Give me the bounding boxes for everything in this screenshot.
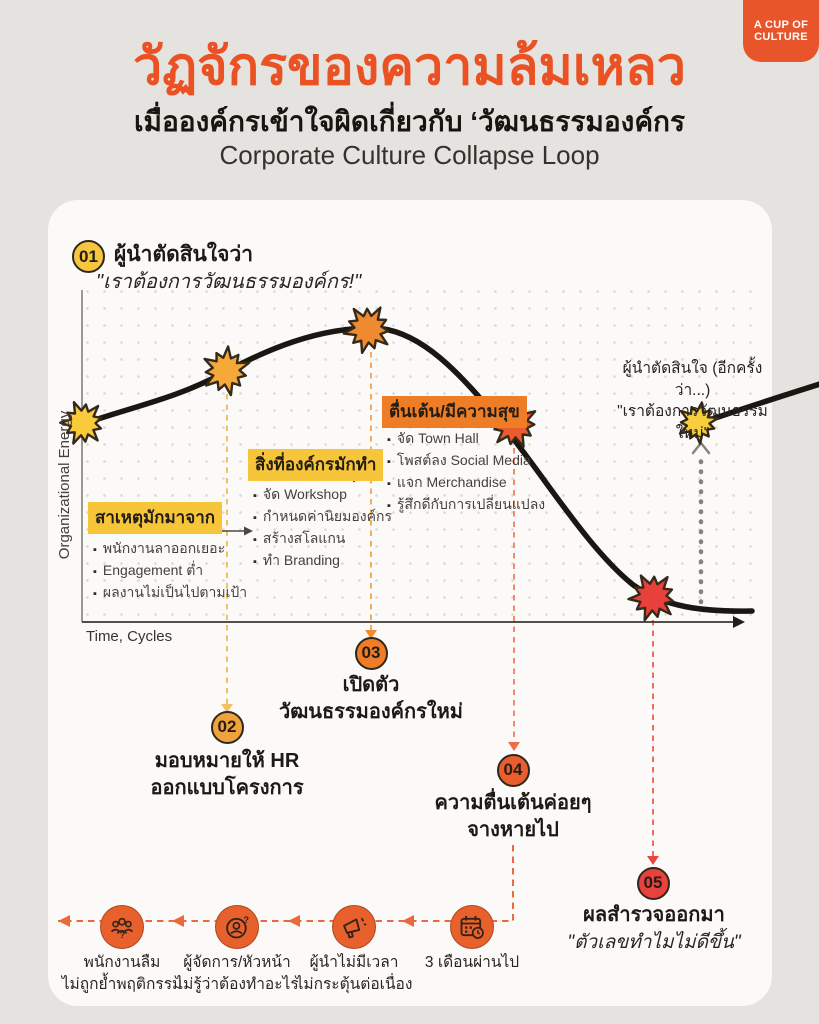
chain-label-3-months: 3 เดือนผ่านไป — [424, 954, 520, 971]
list-item: แจก Merchandise — [387, 472, 545, 494]
list-item: รู้สึกดีกับการเปลี่ยนแปลง — [387, 494, 545, 516]
step-05-line1: ผลสำรวจออกมา — [583, 904, 725, 926]
list-item: สร้างสโลแกน — [253, 528, 392, 550]
megaphone-icon — [343, 917, 367, 939]
svg-text:?: ? — [243, 915, 249, 925]
list-item: ผลงานไม่เป็นไปตามเป้า — [93, 582, 247, 604]
step-02-line1: มอบหมายให้ HR — [154, 750, 300, 772]
step-02-text: มอบหมายให้ HR ออกแบบโครงการ — [117, 748, 337, 802]
person-question-icon: ? — [226, 915, 249, 939]
step-02-badge: 02 — [210, 710, 244, 744]
chain-label-employees-forget: พนักงานลืม ไม่ถูกย้ำพฤติกรรม — [61, 954, 183, 993]
brand-logo-line1: A CUP OF — [753, 19, 809, 31]
chain-label-leader-no-time: ผู้นำไม่มีเวลา ไม่กระตุ้นต่อเนื่อง — [295, 954, 413, 993]
step-05-text: ผลสำรวจออกมา "ตัวเลขทำไมไม่ดีขึ้น" — [539, 902, 769, 956]
list-item: จัด Workshop — [253, 484, 392, 506]
page-title: วัฏจักรของความล้มเหลว — [133, 38, 686, 96]
step-04-line2: จางหายไป — [467, 819, 559, 841]
step-04-line1: ความตื่นเต้นค่อยๆ — [434, 792, 592, 814]
callout-excitement: ตื่นเต้น/มีความสุข — [382, 396, 527, 428]
step-02-line2: ออกแบบโครงการ — [150, 777, 304, 799]
y-axis-label: Organizational Energy — [56, 410, 73, 560]
callout-excitement-list: จัด Town Hall โพสต์ลง Social Media แจก M… — [387, 428, 545, 516]
step-03-line1: เปิดตัว — [342, 674, 400, 696]
step-03-text: เปิดตัว วัฒนธรรมองค์กรใหม่ — [261, 672, 481, 726]
x-axis-label: Time, Cycles — [86, 628, 173, 645]
chain-node-employees-forget: ? — [100, 905, 144, 949]
callout-org-actions-label: สิ่งที่องค์กรมักทำ — [248, 449, 384, 481]
callout-excitement-label: ตื่นเต้น/มีความสุข — [382, 396, 527, 428]
list-item: กำหนดค่านิยมองค์กร — [253, 506, 392, 528]
callout-org-actions-list: จัด Workshop กำหนดค่านิยมองค์กร สร้างสโล… — [253, 484, 392, 572]
brand-logo-line2: CULTURE — [754, 31, 808, 43]
chain-node-managers-lost: ? — [215, 905, 259, 949]
brand-logo: A CUP OF CULTURE — [743, 0, 819, 62]
step-01-badge: 01 — [72, 240, 105, 273]
restart-note: ผู้นำตัดสินใจ (อีกครั้งว่า...) "เราต้องก… — [605, 358, 780, 444]
list-item: Engagement ต่ำ — [93, 560, 247, 582]
people-group-icon: ? — [110, 917, 134, 940]
restart-note-line1: ผู้นำตัดสินใจ (อีกครั้งว่า...) — [622, 360, 763, 399]
step-03-line2: วัฒนธรรมองค์กรใหม่ — [279, 701, 463, 723]
callout-causes-list: พนักงานลาออกเยอะ Engagement ต่ำ ผลงานไม่… — [93, 538, 247, 604]
step-04-badge: 04 — [496, 753, 530, 787]
calendar-clock-icon — [460, 915, 484, 939]
chain-node-leader-no-time — [332, 905, 376, 949]
svg-text:?: ? — [120, 930, 125, 940]
callout-org-actions: สิ่งที่องค์กรมักทำ — [248, 449, 384, 481]
step-03-badge: 03 — [354, 636, 388, 670]
step-05-quote: "ตัวเลขทำไมไม่ดีขึ้น" — [567, 932, 741, 953]
list-item: จัด Town Hall — [387, 428, 545, 450]
step-04-text: ความตื่นเต้นค่อยๆ จางหายไป — [403, 790, 623, 844]
page-subtitle-english: Corporate Culture Collapse Loop — [219, 140, 600, 170]
step-01-title: ผู้นำตัดสินใจว่า — [114, 243, 254, 266]
list-item: โพสต์ลง Social Media — [387, 450, 545, 472]
list-item: ทำ Branding — [253, 550, 392, 572]
step-05-badge: 05 — [636, 866, 670, 900]
callout-causes-label: สาเหตุมักมาจาก — [88, 502, 223, 534]
chain-node-3-months — [450, 905, 494, 949]
callout-causes: สาเหตุมักมาจาก — [88, 502, 223, 534]
chain-label-managers-lost: ผู้จัดการ/หัวหน้า ไม่รู้ว่าต้องทำอะไร — [175, 954, 299, 993]
restart-note-line2: "เราต้องการวัฒนธรรมใหม่" — [617, 403, 768, 442]
list-item: พนักงานลาออกเยอะ — [93, 538, 247, 560]
page-subtitle: เมื่อองค์กรเข้าใจผิดเกี่ยวกับ ‘วัฒนธรรมอ… — [133, 106, 686, 137]
step-01-quote: "เราต้องการวัฒนธรรมองค์กร!" — [96, 271, 362, 293]
